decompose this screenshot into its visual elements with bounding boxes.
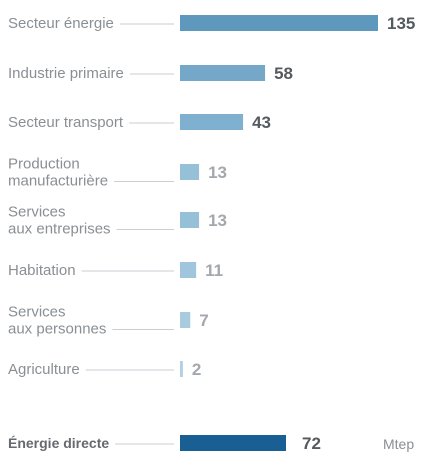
bar xyxy=(180,15,378,31)
category-label: Secteur transport xyxy=(8,114,124,131)
bar xyxy=(180,262,197,278)
bar xyxy=(180,312,191,328)
bar xyxy=(180,114,244,130)
value-label: 2 xyxy=(192,360,201,379)
category-label: Agriculture xyxy=(8,361,80,378)
total-value-label: 72 xyxy=(302,434,321,453)
category-label: Services aux entreprises xyxy=(8,204,111,238)
value-label: 11 xyxy=(205,261,223,280)
bar xyxy=(180,212,200,228)
bar xyxy=(180,65,266,81)
total-bar xyxy=(180,435,286,451)
category-label: Services aux personnes xyxy=(8,304,106,338)
category-label: Secteur énergie xyxy=(8,15,114,32)
category-label: Industrie primaire xyxy=(8,65,124,82)
value-label: 43 xyxy=(252,113,271,132)
total-label: Énergie directe xyxy=(8,435,109,451)
value-label: 13 xyxy=(208,211,227,230)
bar xyxy=(180,361,183,377)
bar xyxy=(180,164,200,180)
category-label: Production manufacturière xyxy=(8,156,108,190)
value-label: 58 xyxy=(274,64,293,83)
value-label: 135 xyxy=(387,14,415,33)
unit-label: Mtep xyxy=(383,436,414,452)
value-label: 13 xyxy=(208,163,227,182)
value-label: 7 xyxy=(199,311,208,330)
category-label: Habitation xyxy=(8,262,76,279)
